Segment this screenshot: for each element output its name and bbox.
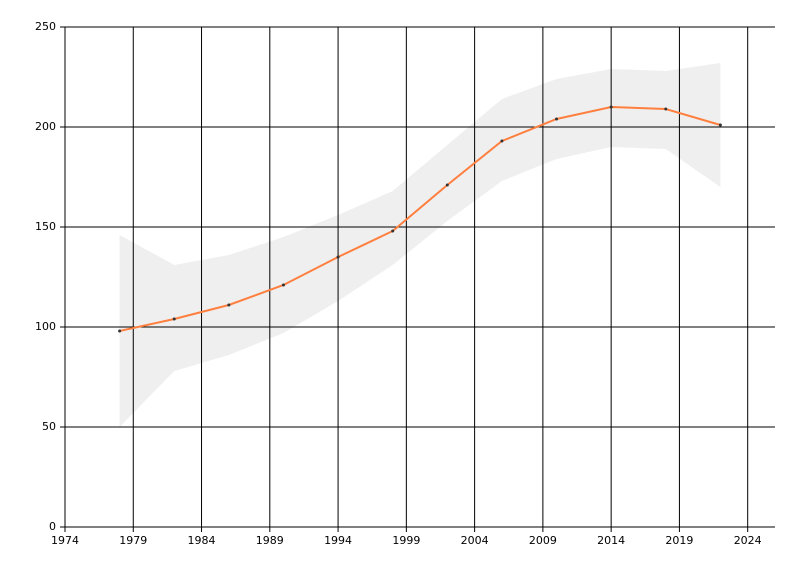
data-line xyxy=(119,105,721,332)
data-point xyxy=(391,229,395,233)
data-point xyxy=(281,283,285,287)
x-tick-label: 1989 xyxy=(256,534,284,547)
data-point xyxy=(172,317,176,321)
x-tick-label: 2024 xyxy=(734,534,762,547)
y-tick-label: 0 xyxy=(49,520,56,533)
data-point xyxy=(718,123,722,127)
y-tick-label: 50 xyxy=(42,420,56,433)
x-tick-label: 2014 xyxy=(597,534,625,547)
data-point xyxy=(555,117,559,121)
y-tick-label: 100 xyxy=(35,320,56,333)
x-tick-label: 2004 xyxy=(461,534,489,547)
data-point xyxy=(500,139,504,143)
x-tick-label: 2009 xyxy=(529,534,557,547)
x-tick-label: 1994 xyxy=(324,534,352,547)
x-tick-label: 1974 xyxy=(51,534,79,547)
y-tick-label: 200 xyxy=(35,120,56,133)
confidence-band xyxy=(119,63,721,427)
data-point xyxy=(664,107,668,111)
data-point xyxy=(118,329,122,333)
y-tick-label: 250 xyxy=(35,20,56,33)
x-tick-label: 1979 xyxy=(119,534,147,547)
data-point xyxy=(445,183,449,187)
data-point xyxy=(336,255,340,259)
x-tick-label: 1999 xyxy=(392,534,420,547)
y-tick-label: 150 xyxy=(35,220,56,233)
data-point xyxy=(227,303,231,307)
data-point xyxy=(609,105,613,109)
x-tick-label: 1984 xyxy=(188,534,216,547)
x-tick-label: 2019 xyxy=(665,534,693,547)
